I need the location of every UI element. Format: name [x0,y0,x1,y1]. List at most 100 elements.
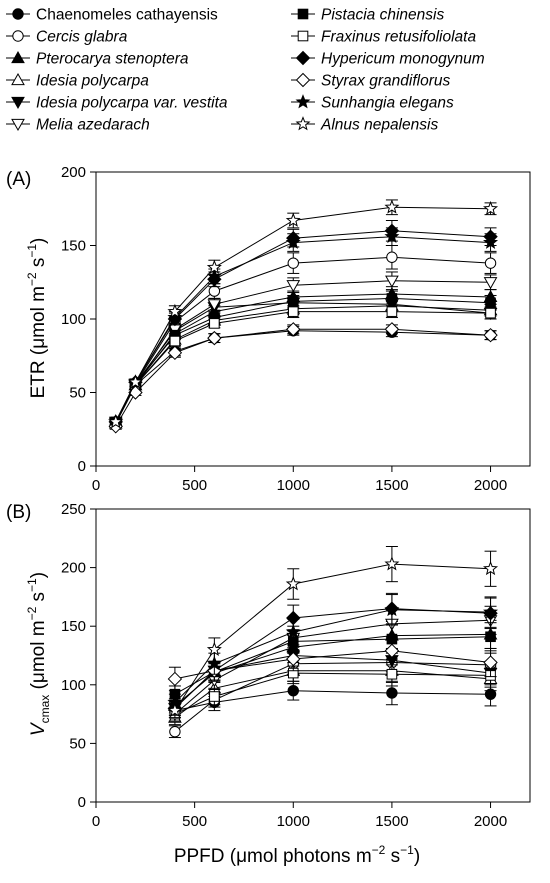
legend-item-idesia-polycarpa-var-vestita: Idesia polycarpa var. vestita [6,95,228,112]
data-point [206,268,222,283]
x-tick-label: 1000 [277,813,310,830]
data-point [167,303,183,319]
data-point [286,322,301,337]
y-tick-label: 200 [61,164,86,181]
legend-label: Sunhangia elegans [321,95,454,112]
data-point [483,200,499,216]
data-point [483,560,499,576]
data-point [485,631,496,643]
x-tick-label: 500 [182,477,207,494]
square-marker-icon [297,8,309,20]
panel-a-label: (A) [6,169,31,190]
star-marker-icon [295,94,311,109]
y-tick-label: 100 [61,311,86,328]
data-point [286,651,301,667]
x-tick-label: 0 [92,813,100,830]
series-line [174,633,491,707]
data-point [169,335,181,347]
data-point [386,668,398,680]
y-tick-label: 250 [61,501,86,518]
data-point [385,275,399,288]
series-alnus-nepalensis [108,199,499,429]
series-styrax-grandiflorus [108,322,498,434]
x-tick-label: 1500 [375,477,408,494]
triangle-down-marker-icon [11,118,25,132]
legend-label: Hypericum monogynum [321,51,485,68]
y-axis: 0 50 100 150 200 [61,164,96,475]
data-point [287,257,299,269]
data-point [285,576,301,591]
data-point [286,280,301,293]
series-sunhangia-elegans [167,594,499,712]
legend-item-chaenomeles-cathayensis: Chaenomeles cathayensis [6,7,218,24]
plot-frame [95,508,531,803]
diamond-marker-icon [295,72,311,88]
data-point [384,643,400,659]
panel-b-label: (B) [6,502,31,523]
data-point [484,257,497,269]
data-point [167,671,183,687]
legend-item-styrax-grandiflorus: Styrax grandiflorus [291,73,450,90]
legend-label: Alnus nepalensis [320,117,438,134]
legend-item-pterocarya-stenoptera: Pterocarya stenoptera [6,51,189,68]
legend-item-melia-azedarach: Melia azedarach [6,117,150,134]
data-point [386,293,398,304]
legend-item-idesia-polycarpa: Idesia polycarpa [6,73,149,90]
x-axis: 0 500 1000 1500 2000 [92,466,507,494]
square-marker-icon [297,30,309,42]
data-point [384,228,400,244]
data-point [206,259,222,274]
legend-label: Idesia polycarpa var. vestita [36,95,228,112]
panel-b-xlabel: PPFD (μmol photons m−2 s−1) [174,843,420,867]
legend-label: Fraxinus retusifoliolata [321,29,476,46]
legend-item-alnus-nepalensis: Alnus nepalensis [291,116,438,134]
data-point [483,234,499,249]
y-tick-label: 0 [78,458,86,475]
panel-b-ylabel: Vcmax (μmol m−2 s−1) [25,572,52,736]
y-tick-label: 100 [61,677,86,694]
y-tick-label: 150 [61,618,86,635]
x-tick-label: 2000 [474,813,507,830]
legend-label: Cercis glabra [36,29,128,46]
x-tick-label: 2000 [474,477,507,494]
triangle-up-marker-icon [11,50,25,64]
legend-item-fraxinus-retusifoliolata: Fraxinus retusifoliolata [291,29,476,46]
data-point [483,327,498,343]
legend-item-hypericum-monogynum: Hypericum monogynum [291,51,485,68]
circle-marker-icon [12,30,24,42]
y-tick-label: 0 [78,794,86,811]
legend-label: Styrax grandiflorus [321,73,450,90]
data-point [285,234,301,249]
legend-label: Pterocarya stenoptera [36,51,189,68]
data-point [485,307,496,319]
series-line [174,563,491,711]
panel-b-chart: (B) Vcmax (μmol m−2 s−1) 0 500 1000 1500 200… [6,501,531,867]
diamond-marker-icon [295,50,311,66]
series-idesia-polycarpa-var-vestita [108,296,498,429]
series-sunhangia-elegans [108,227,499,429]
data-point [483,604,499,619]
series-line [174,661,491,733]
panel-a-chart: (A) ETR (μmol m−2 s−1) 0 500 1000 1500 20000… [6,164,531,494]
data-point [167,345,183,361]
data-point [169,725,181,738]
legend-item-cercis-glabra: Cercis glabra [6,29,128,46]
data-point [209,691,220,702]
panel-b-plot-area: 0 500 1000 1500 2000 0 50 100 150 200 250 [61,501,531,830]
y-tick-label: 200 [61,560,86,577]
panel-a-ylabel: ETR (μmol m−2 s−1) [25,238,49,399]
x-tick-label: 1500 [375,813,408,830]
data-point [386,306,398,317]
panel-a-plot-area: 0 500 1000 1500 2000 0 50 100 150 200 [61,164,531,494]
series-alnus-nepalensis [167,546,499,719]
data-point [287,296,299,307]
data-point [206,641,222,657]
data-point [384,322,400,337]
data-point [127,374,143,389]
star-marker-icon [295,116,311,131]
x-tick-label: 1000 [277,477,310,494]
y-tick-label: 50 [69,385,86,402]
data-point [285,624,301,639]
y-tick-label: 150 [61,238,86,255]
